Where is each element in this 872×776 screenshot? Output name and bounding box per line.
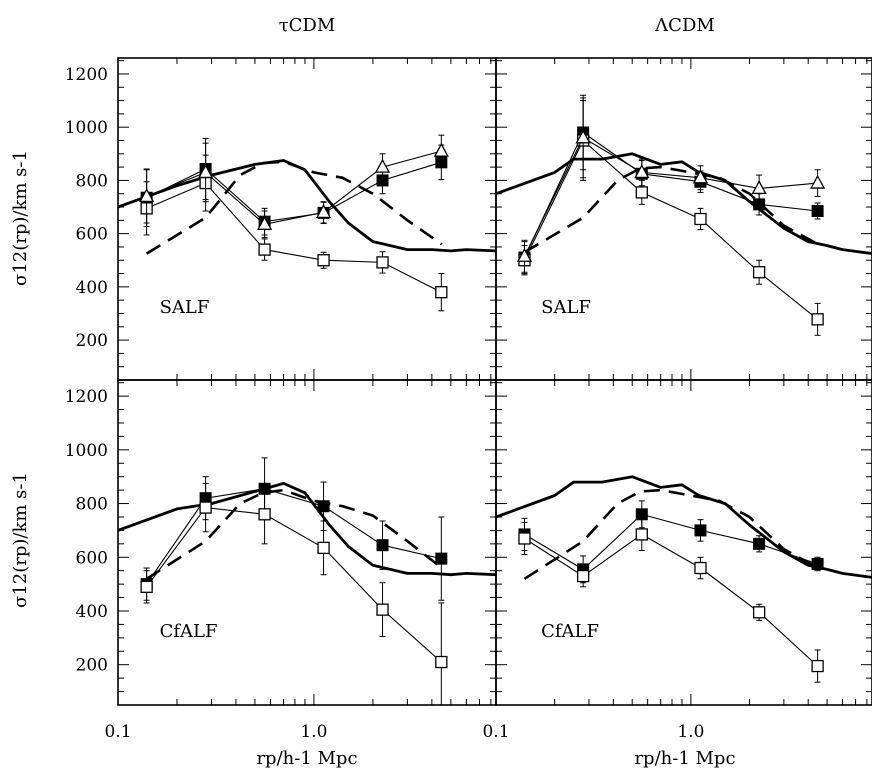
data-point-open-square [576,569,590,583]
x-tick-label: 1.0 [300,722,327,742]
data-point-open-triangle [751,180,767,195]
data-point-open-square [317,254,330,267]
series-line [146,161,442,223]
y-tick-label: 400 [76,602,108,622]
data-point-open-triangle [139,188,155,203]
panel-3: 200 400 600 800 1000 1200 0.1 1.0 CfALF [65,379,497,742]
x-tick-label: 0.1 [482,722,509,742]
model-curve-dashed [145,160,443,255]
y-tick-label: 1200 [65,387,108,407]
data-point-open-square [635,186,648,199]
panels: 200 400 600 800 1000 1200 SALF SALF 200 400 600 800… [65,57,872,742]
panel-frame [117,57,497,381]
series-line [146,182,442,293]
x-tick-label: 0.1 [104,722,131,742]
xlabel-left: rp/h-1 Mpc [256,748,357,769]
model-curve-dashed [523,165,819,254]
y-tick-label: 200 [76,331,108,351]
data-point-open-triangle [692,169,709,184]
title-lcdm: ΛCDM [654,15,715,36]
data-point-open-square [694,561,707,575]
plot-area [496,475,872,683]
data-point-open-square [199,501,212,514]
panel-label: CfALF [160,621,218,642]
data-point-open-triangle [634,164,650,179]
data-point-open-square [258,243,271,256]
panel-4: 0.1 1.0 CfALF [482,379,872,742]
data-point-open-square [752,606,766,619]
y-tick-label: 600 [76,548,108,568]
series-line [524,139,818,320]
data-point-open-triangle [575,129,591,144]
x-tick-label: 1.0 [677,722,704,742]
panel-label: SALF [160,297,210,318]
series-line [524,533,818,667]
xlabel-right: rp/h-1 Mpc [634,748,735,769]
data-point-open-triangle [198,164,214,179]
ylabel-top: σ12(rp)/km s-1 [10,150,31,286]
data-point-filled-square [317,500,330,513]
panel-1: 200 400 600 800 1000 1200 SALF [65,57,497,381]
plot-area [118,134,496,312]
y-tick-label: 1200 [65,65,108,85]
data-point-open-triangle [315,203,332,218]
data-point-open-square [435,655,448,669]
plot-area [496,94,872,336]
data-point-open-triangle [374,158,391,173]
data-point-open-square [811,313,824,326]
model-curve-solid [118,481,496,577]
title-tcdm: τCDM [279,15,336,36]
data-point-open-square [376,603,389,616]
series-line [524,131,818,258]
data-point-open-square [317,541,330,555]
panel-frame [495,379,872,706]
y-tick-label: 1000 [65,441,108,461]
data-point-open-square [752,266,766,279]
data-point-filled-square [753,537,766,550]
data-point-filled-square [694,524,707,537]
data-point-open-square [694,212,707,226]
data-point-open-triangle [810,174,826,189]
panel-label: SALF [541,297,591,318]
model-curve-dashed [145,488,443,580]
y-tick-label: 800 [76,171,108,191]
data-point-filled-square [435,552,448,565]
series-line [146,488,442,585]
data-point-open-square [258,508,271,521]
plot-area [118,457,496,705]
series-line [146,507,442,663]
data-point-open-square [811,659,824,673]
data-point-open-triangle [433,142,449,157]
data-point-open-square [435,286,448,299]
data-point-open-square [140,580,153,593]
data-point-filled-square [811,205,824,218]
y-tick-label: 800 [76,495,108,515]
model-curve-dashed [523,488,819,580]
data-point-open-square [376,256,389,269]
data-point-filled-square [635,508,648,521]
data-point-open-square [635,528,648,541]
y-tick-label: 1000 [65,118,108,138]
ylabel-bottom: σ12(rp)/km s-1 [10,472,31,608]
series-line [146,150,442,225]
y-tick-label: 400 [76,278,108,298]
panel-label: CfALF [541,621,599,642]
data-point-open-square [518,532,531,545]
model-curve-solid [118,159,496,253]
data-point-filled-square [811,557,824,570]
y-tick-label: 200 [76,656,108,676]
series-line [524,513,818,571]
data-point-open-triangle [516,247,533,262]
series-line [524,137,818,257]
data-point-open-triangle [256,215,273,230]
y-tick-label: 600 [76,225,108,245]
data-point-filled-square [376,539,389,552]
panel-2: SALF [495,57,872,381]
